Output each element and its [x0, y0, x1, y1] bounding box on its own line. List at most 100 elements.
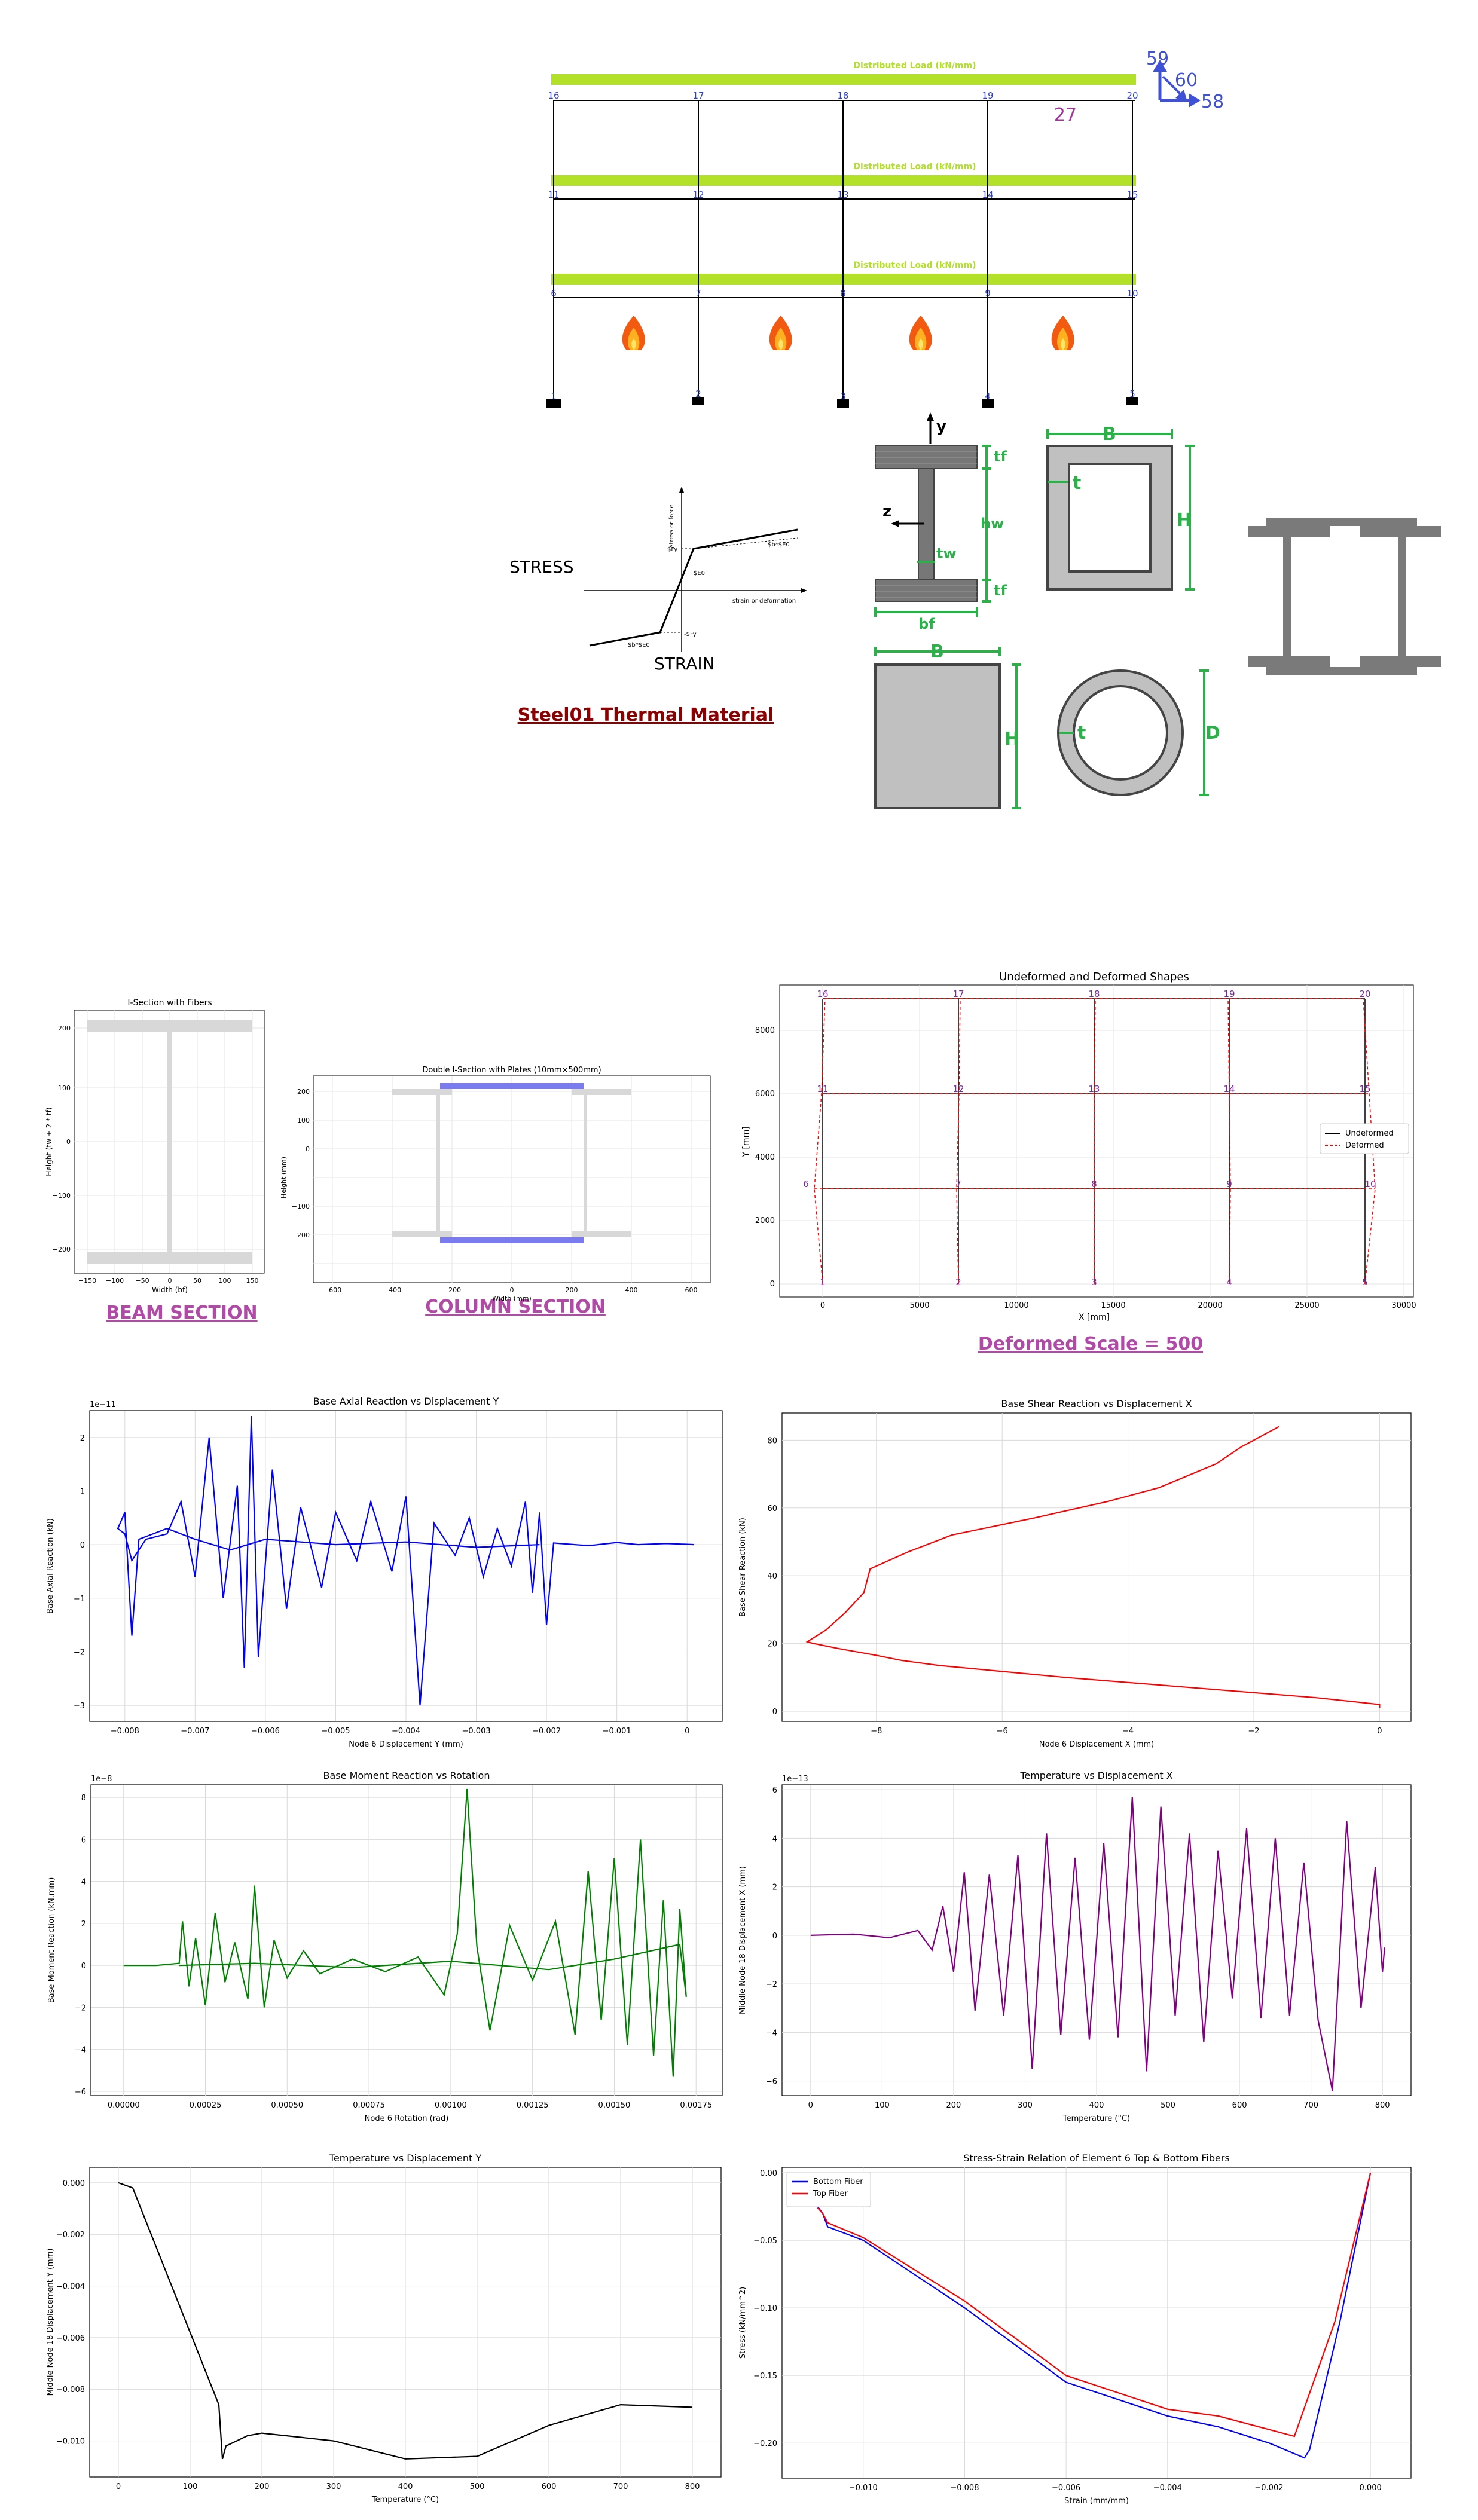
node-label: 18: [1088, 989, 1100, 999]
node-label: 10: [1126, 288, 1138, 299]
tick-label: 10000: [1004, 1301, 1028, 1310]
node-label: 17: [692, 90, 704, 101]
tick-label: −100: [292, 1203, 310, 1210]
x-axis-label: Node 6 Displacement X (mm): [1039, 1740, 1154, 1749]
tick-label: −0.005: [321, 1727, 350, 1736]
deformed-shape-plot: Undeformed and Deformed Shapes: [741, 971, 1416, 1322]
plot-area: [782, 2167, 1411, 2478]
tick-label: −0.006: [1052, 2484, 1080, 2493]
tick-label: −6: [997, 1727, 1008, 1736]
tick-label: 6000: [755, 1090, 775, 1099]
axis-label: Width (mm): [492, 1295, 531, 1302]
node-label: 14: [982, 189, 993, 200]
dim-label: H: [1177, 510, 1192, 531]
tick-label: −600: [323, 1286, 341, 1294]
tick-label: −6: [766, 2078, 777, 2087]
y-axis-label: Stress (kN/mm^2): [738, 2287, 747, 2359]
material-label: -$Fy: [684, 631, 697, 638]
tick-label: −0.002: [1254, 2484, 1283, 2493]
material-x-axis-label: strain or deformation: [732, 598, 796, 604]
load-label-top: Distributed Load (kN/mm): [853, 61, 976, 71]
node-label: 5: [1362, 1277, 1368, 1287]
tick-label: 0: [808, 2101, 813, 2110]
tick-label: 100: [183, 2482, 198, 2491]
x-axis-label: Temperature (°C): [1062, 2114, 1130, 2123]
dim-label: tf: [994, 582, 1007, 599]
tick-label: −0.004: [1153, 2484, 1182, 2493]
dim-label: tf: [994, 448, 1007, 465]
x-axis-label: Node 6 Displacement Y (mm): [349, 1740, 463, 1749]
tick-label: −2: [766, 1980, 777, 1989]
tick-label: 0: [770, 1280, 775, 1289]
chart-title: Temperature vs Displacement Y: [329, 2152, 481, 2164]
node-label: 12: [952, 1084, 964, 1094]
load-label-low: Distributed Load (kN/mm): [853, 261, 976, 270]
tick-label: 100: [58, 1084, 71, 1092]
tick-label: 400: [398, 2482, 413, 2491]
tick-label: 4: [81, 1878, 86, 1887]
node-label: 16: [817, 989, 828, 999]
tick-label: 600: [542, 2482, 557, 2491]
strain-label: STRAIN: [654, 654, 715, 674]
material-label: $E0: [694, 570, 705, 577]
tick-label: −0.010: [849, 2484, 878, 2493]
legend-item: Undeformed: [1345, 1129, 1394, 1138]
tick-label: 5000: [909, 1301, 929, 1310]
node-label: 4: [985, 391, 991, 402]
tick-label: −0.004: [56, 2283, 85, 2292]
tick-label: −200: [443, 1286, 461, 1294]
legend-item: Bottom Fiber: [813, 2178, 863, 2186]
tick-label: 100: [297, 1117, 310, 1124]
tick-label: −0.008: [111, 1727, 139, 1736]
node-label: 13: [1088, 1084, 1100, 1094]
tick-label: −0.007: [181, 1727, 209, 1736]
x-axis-label: Node 6 Rotation (rad): [365, 2114, 449, 2123]
node-label: 14: [1223, 1084, 1235, 1094]
dim-label: tw: [936, 545, 957, 562]
tick-label: 0: [1377, 1727, 1382, 1736]
chart-1: −0.008 −0.007 −0.006 −0.005 −0.004 −0.003 −0.0…: [46, 1396, 722, 1749]
tick-label: 0.000: [63, 2179, 85, 2188]
axis-id-label: 58: [1201, 91, 1224, 112]
tick-label: −2: [74, 1648, 85, 1657]
axis-label: Height (mm): [280, 1157, 288, 1198]
tick-label: 300: [326, 2482, 341, 2491]
node-label: 15: [1359, 1084, 1370, 1094]
node-label: 10: [1364, 1179, 1376, 1189]
tick-label: 200: [58, 1024, 71, 1032]
load-bar-top: [551, 74, 1136, 85]
material-y-axis-label: stress or force: [668, 504, 675, 547]
tick-label: −1: [74, 1595, 85, 1604]
tick-label: −400: [383, 1286, 401, 1294]
column-section-plot: Double I-Section with Plates (10mm×500mm…: [280, 1066, 710, 1302]
node-label: 19: [1223, 989, 1235, 999]
tick-label: 0: [772, 1932, 777, 1941]
tick-label: 0: [66, 1138, 71, 1146]
tick-label: −0.10: [753, 2304, 777, 2313]
tick-label: 100: [219, 1277, 231, 1285]
node-label: 19: [982, 90, 993, 101]
tick-label: −100: [106, 1277, 124, 1285]
node-label: 17: [952, 989, 964, 999]
tick-label: 0: [81, 1962, 86, 1971]
node-label: 6: [551, 288, 557, 299]
dim-label: bf: [918, 616, 935, 632]
material-label: $b*$E0: [628, 642, 650, 649]
load-label-mid: Distributed Load (kN/mm): [853, 162, 976, 172]
dim-label: hw: [981, 515, 1004, 532]
tick-label: 0.00175: [680, 2101, 712, 2110]
tick-label: 50: [193, 1277, 201, 1285]
tick-label: −0.15: [753, 2372, 777, 2381]
beam-section-caption: BEAM SECTION: [106, 1302, 257, 1323]
node-label: 13: [837, 189, 848, 200]
tick-label: −0.20: [753, 2439, 777, 2448]
tick-label: −0.002: [56, 2231, 85, 2240]
tick-label: 0.00150: [598, 2101, 631, 2110]
tick-label: 2000: [755, 1216, 775, 1225]
tick-label: 0.00000: [108, 2101, 140, 2110]
deformed-scale-caption: Deformed Scale = 500: [978, 1334, 1203, 1354]
tick-label: 2: [81, 1920, 86, 1929]
tick-label: −0.006: [251, 1727, 280, 1736]
node-label: 7: [955, 1179, 961, 1189]
